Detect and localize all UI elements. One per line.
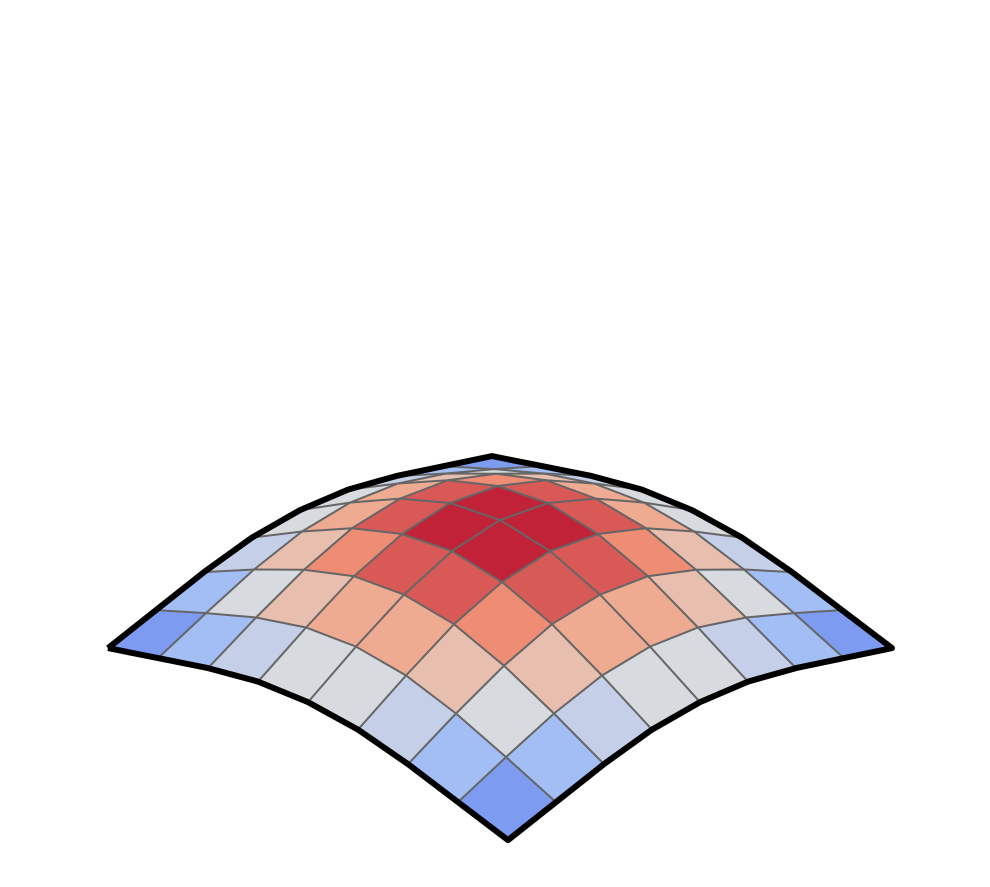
wireframe-column	[155, 609, 557, 803]
surface-edge	[106, 453, 895, 844]
wireframe-column	[347, 479, 749, 683]
wireframe-column	[443, 465, 845, 659]
wireframe-column	[299, 497, 701, 703]
wireframe-column	[203, 568, 605, 765]
wireframe-column	[395, 472, 797, 669]
wireframe-column	[251, 527, 653, 731]
